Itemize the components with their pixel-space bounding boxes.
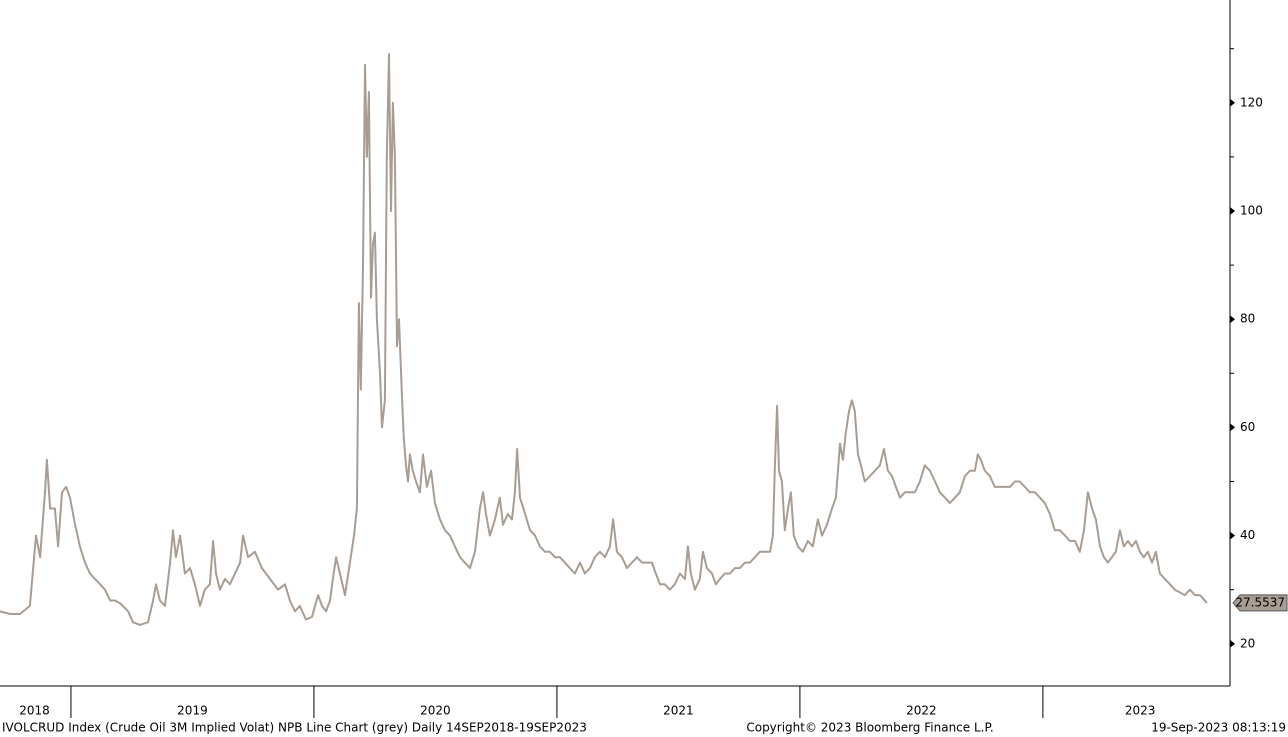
chart-title: IVOLCRUD Index (Crude Oil 3M Implied Vol… (2, 721, 587, 735)
timestamp: 19-Sep-2023 08:13:19 (1151, 721, 1286, 735)
y-tick-label: 100 (1240, 203, 1263, 217)
x-tick-label: 2019 (177, 704, 208, 718)
last-value-label: 27.5537 (1235, 595, 1285, 609)
y-tick-label: 40 (1240, 528, 1255, 542)
y-tick (1230, 531, 1235, 540)
y-tick (1230, 206, 1235, 215)
x-tick-label: 2018 (19, 704, 50, 718)
y-tick (1230, 639, 1235, 648)
y-tick (1230, 98, 1235, 107)
y-tick (1230, 315, 1235, 324)
copyright: Copyright© 2023 Bloomberg Finance L.P. (746, 721, 993, 735)
y-tick-label: 20 (1240, 636, 1255, 650)
x-tick-label: 2022 (906, 704, 937, 718)
y-tick-label: 120 (1240, 95, 1263, 109)
line-series (0, 53, 1208, 626)
x-tick-label: 2023 (1125, 704, 1156, 718)
x-tick-label: 2021 (663, 704, 694, 718)
x-tick-label: 2020 (420, 704, 451, 718)
y-tick-label: 80 (1240, 312, 1255, 326)
last-value-tag (1232, 594, 1288, 612)
y-tick-label: 60 (1240, 420, 1255, 434)
y-tick (1230, 423, 1235, 432)
